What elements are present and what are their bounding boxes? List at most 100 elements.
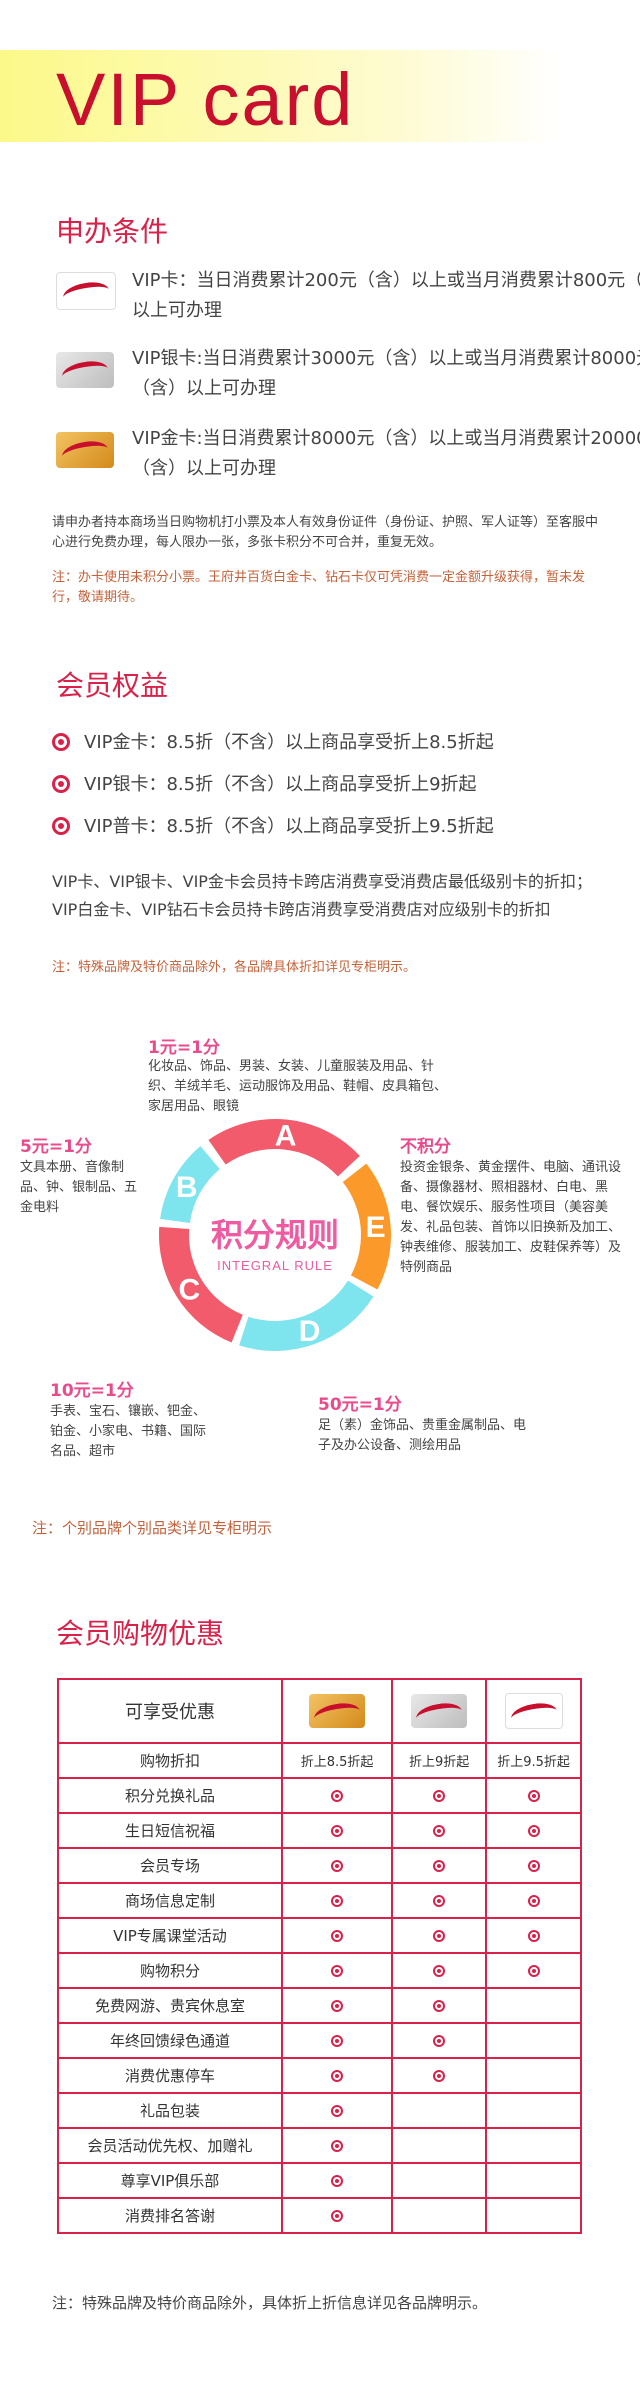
ring-segment-d	[239, 1280, 374, 1351]
ring-letter-d: D	[299, 1315, 321, 1348]
table-row: 会员活动优先权、加赠礼	[57, 2127, 582, 2164]
ring-segment-a	[208, 1119, 360, 1177]
row-label: 尊享VIP俱乐部	[57, 2162, 283, 2199]
shopping-note: 注：特殊品牌及特价商品除外，具体折上折信息详见各品牌明示。	[52, 2294, 488, 2312]
conditions-title: 申办条件	[56, 215, 169, 248]
check-mark-icon	[433, 1825, 446, 1837]
table-row: 尊享VIP俱乐部	[57, 2162, 582, 2199]
table-header-row: 可享受优惠	[57, 1678, 582, 1744]
condition-vip: VIP卡：当日消费累计200元（含）以上或当月消费累计800元（含）以上可办理	[132, 270, 640, 321]
ring-segment-c	[159, 1226, 243, 1343]
check-mark-icon	[331, 2105, 344, 2117]
check-mark-icon	[433, 2000, 446, 2012]
title-banner	[0, 50, 560, 142]
benefit-gold: VIP金卡：8.5折（不含）以上商品享受折上8.5折起	[84, 732, 494, 753]
ring-letter-b: B	[176, 1171, 198, 1204]
condition-gold: VIP金卡:当日消费累计8000元（含）以上或当月消费累计20000元（含）以上…	[132, 428, 640, 479]
table-row: 购物积分	[57, 1952, 582, 1989]
table-row: 免费网游、贵宾休息室	[57, 1987, 582, 2024]
condition-silver: VIP银卡:当日消费累计3000元（含）以上或当月消费累计8000元（含）以上可…	[132, 348, 640, 399]
rule-e-head: 不积分	[400, 1137, 451, 1157]
benefit-mark-cell	[391, 1952, 488, 1989]
row-label: 商场信息定制	[57, 1882, 283, 1919]
check-mark-icon	[331, 1895, 344, 1907]
rule-b-body: 文具本册、音像制品、钟、银制品、五金电料	[20, 1160, 138, 1215]
points-rule-ring: A E D C B 积分规则 INTEGRAL RULE	[159, 1119, 391, 1351]
check-mark-icon	[433, 1790, 446, 1802]
benefit-mark-cell	[485, 2197, 582, 2234]
check-mark-icon	[331, 2070, 344, 2082]
apply-warning: 注：办卡使用未积分小票。王府井百货白金卡、钻石卡仅可凭消费一定金额升级获得，暂未…	[52, 570, 586, 605]
row-label: 积分兑换礼品	[57, 1777, 283, 1814]
benefit-mark-cell	[485, 2022, 582, 2059]
rule-d-head: 50元=1分	[318, 1395, 402, 1415]
benefit-mark-cell	[391, 1847, 488, 1884]
check-mark-icon	[527, 1860, 540, 1872]
benefit-mark-cell	[391, 2162, 488, 2199]
check-mark-icon	[331, 1860, 344, 1872]
benefit-mark-cell	[485, 1952, 582, 1989]
shopping-title: 会员购物优惠	[56, 1617, 225, 1650]
table-row: 生日短信祝福	[57, 1812, 582, 1849]
check-mark-icon	[331, 1825, 344, 1837]
benefit-mark-cell	[280, 2197, 394, 2234]
rule-c-body: 手表、宝石、镶嵌、钯金、铂金、小家电、书籍、国际名品、超市	[50, 1404, 207, 1459]
benefit-mark-cell	[391, 1777, 488, 1814]
benefit-mark-cell	[485, 1882, 582, 1919]
ring-letter-a: A	[275, 1120, 297, 1153]
table-row: 消费排名答谢	[57, 2197, 582, 2234]
check-mark-icon	[527, 1825, 540, 1837]
rule-c-head: 10元=1分	[50, 1381, 134, 1401]
table-row: 商场信息定制	[57, 1882, 582, 1919]
silver-card-image	[56, 352, 114, 388]
benefits-table: 可享受优惠 购物折扣 折上8.5折起 折上9折起 折上9.5折起 积分兑换礼品 生日短信祝…	[57, 1678, 582, 2234]
discount-cell: 折上9.5折起	[485, 1742, 582, 1779]
apply-note: 请申办者持本商场当日购物机打小票及本人有效身份证件（身份证、护照、军人证等）至客…	[52, 515, 599, 550]
benefit-mark-cell	[391, 2092, 488, 2129]
check-mark-icon	[527, 1930, 540, 1942]
silver-card-column	[391, 1678, 488, 1744]
page-title: VIP card	[56, 58, 355, 141]
gold-card-column	[280, 1678, 394, 1744]
gold-card-icon	[309, 1694, 366, 1729]
benefit-mark-cell	[280, 2162, 394, 2199]
check-mark-icon	[331, 1965, 344, 1977]
benefits-note: 注：特殊品牌及特价商品除外，各品牌具体折扣详见专柜明示。	[52, 960, 417, 975]
table-row: 会员专场	[57, 1847, 582, 1884]
row-label: 购物积分	[57, 1952, 283, 1989]
rule-a-body: 化妆品、饰品、男装、女装、儿童服装及用品、针织、羊绒羊毛、运动服饰及用品、鞋帽、…	[148, 1059, 448, 1114]
benefit-mark-cell	[391, 1882, 488, 1919]
benefit-mark-cell	[391, 1917, 488, 1954]
check-mark-icon	[527, 1895, 540, 1907]
bullet-icon	[52, 733, 70, 751]
check-mark-icon	[433, 1965, 446, 1977]
table-row: 年终回馈绿色通道	[57, 2022, 582, 2059]
benefit-mark-cell	[485, 1847, 582, 1884]
benefit-mark-cell	[485, 2127, 582, 2164]
benefit-mark-cell	[485, 1917, 582, 1954]
benefit-mark-cell	[280, 1952, 394, 1989]
check-mark-icon	[527, 1965, 540, 1977]
ring-letter-c: C	[179, 1274, 201, 1307]
benefit-mark-cell	[391, 1987, 488, 2024]
check-mark-icon	[433, 1895, 446, 1907]
benefit-mark-cell	[391, 1812, 488, 1849]
check-mark-icon	[331, 1790, 344, 1802]
check-mark-icon	[331, 2000, 344, 2012]
ring-segment-b	[160, 1146, 220, 1224]
benefit-mark-cell	[280, 1882, 394, 1919]
benefit-mark-cell	[280, 1812, 394, 1849]
rule-d-body: 足（素）金饰品、贵重金属制品、电子及办公设备、测绘用品	[318, 1418, 527, 1453]
table-row: 礼品包装	[57, 2092, 582, 2129]
silver-card-icon	[411, 1694, 468, 1729]
rule-e-body: 投资金银条、黄金摆件、电脑、通讯设备、摄像器材、照相器材、白电、黑电、餐饮娱乐、…	[400, 1160, 622, 1275]
rule-b-head: 5元=1分	[20, 1137, 92, 1157]
check-mark-icon	[433, 2070, 446, 2082]
check-mark-icon	[433, 1930, 446, 1942]
benefit-mark-cell	[485, 1777, 582, 1814]
ring-center-subtitle: INTEGRAL RULE	[217, 1258, 333, 1273]
benefit-mark-cell	[485, 1987, 582, 2024]
bullet-icon	[52, 817, 70, 835]
benefit-mark-cell	[280, 2022, 394, 2059]
discount-cell: 折上8.5折起	[280, 1742, 394, 1779]
